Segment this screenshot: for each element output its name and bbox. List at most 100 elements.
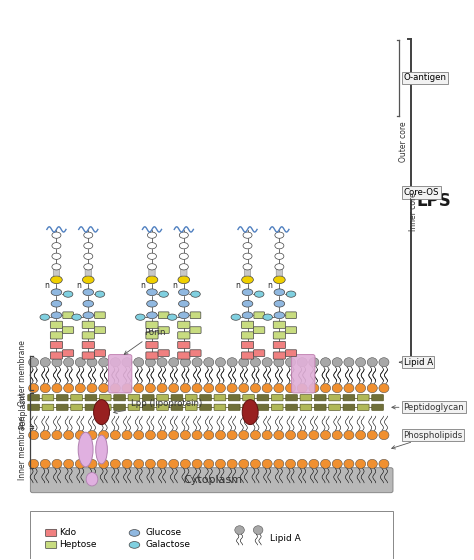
Ellipse shape [40, 314, 49, 320]
FancyBboxPatch shape [286, 404, 297, 410]
FancyBboxPatch shape [63, 312, 73, 319]
FancyBboxPatch shape [82, 342, 94, 348]
Ellipse shape [51, 300, 62, 307]
FancyBboxPatch shape [228, 404, 240, 410]
Circle shape [320, 431, 330, 440]
Ellipse shape [146, 300, 157, 307]
Circle shape [157, 459, 167, 469]
Ellipse shape [242, 300, 253, 307]
FancyBboxPatch shape [50, 332, 63, 339]
Circle shape [40, 459, 50, 469]
Text: Kdo: Kdo [59, 529, 76, 538]
Circle shape [254, 526, 263, 534]
FancyBboxPatch shape [257, 404, 269, 410]
Circle shape [262, 384, 272, 393]
Text: n: n [267, 282, 272, 291]
FancyBboxPatch shape [158, 326, 169, 333]
Circle shape [239, 459, 249, 469]
Ellipse shape [93, 400, 109, 424]
FancyBboxPatch shape [146, 352, 158, 359]
Ellipse shape [147, 264, 156, 270]
Circle shape [40, 384, 50, 393]
FancyBboxPatch shape [85, 404, 97, 410]
Ellipse shape [52, 253, 61, 259]
Circle shape [181, 384, 191, 393]
Circle shape [122, 384, 132, 393]
FancyBboxPatch shape [42, 395, 54, 401]
Ellipse shape [243, 232, 252, 239]
Circle shape [239, 358, 249, 367]
Text: Lipid A: Lipid A [270, 534, 301, 543]
FancyBboxPatch shape [94, 326, 106, 333]
FancyBboxPatch shape [178, 352, 190, 359]
Ellipse shape [179, 253, 188, 259]
FancyBboxPatch shape [56, 404, 68, 410]
Ellipse shape [129, 542, 140, 548]
Ellipse shape [72, 314, 82, 320]
FancyBboxPatch shape [273, 321, 285, 328]
FancyBboxPatch shape [28, 404, 39, 410]
Circle shape [309, 384, 319, 393]
Circle shape [169, 384, 179, 393]
Ellipse shape [179, 264, 188, 270]
Ellipse shape [82, 276, 94, 283]
FancyBboxPatch shape [286, 312, 296, 319]
Ellipse shape [147, 232, 156, 239]
FancyBboxPatch shape [214, 395, 226, 401]
Circle shape [110, 431, 120, 440]
Circle shape [320, 358, 330, 367]
FancyBboxPatch shape [85, 395, 97, 401]
Circle shape [239, 384, 249, 393]
Text: Periplasm: Periplasm [18, 391, 27, 428]
Circle shape [110, 358, 120, 367]
Text: n: n [45, 282, 49, 291]
Circle shape [181, 358, 191, 367]
Circle shape [99, 358, 109, 367]
Ellipse shape [273, 276, 285, 283]
Ellipse shape [274, 289, 285, 296]
Circle shape [344, 358, 354, 367]
Circle shape [344, 459, 354, 469]
Ellipse shape [242, 400, 258, 424]
FancyBboxPatch shape [146, 332, 158, 339]
Circle shape [227, 459, 237, 469]
FancyBboxPatch shape [95, 312, 105, 319]
Circle shape [332, 459, 342, 469]
FancyBboxPatch shape [82, 321, 94, 328]
Circle shape [134, 459, 144, 469]
Circle shape [250, 459, 261, 469]
FancyBboxPatch shape [128, 404, 140, 410]
Circle shape [99, 431, 109, 440]
FancyBboxPatch shape [372, 395, 383, 401]
Circle shape [356, 384, 365, 393]
Circle shape [285, 431, 296, 440]
Circle shape [250, 358, 261, 367]
Circle shape [309, 431, 319, 440]
Text: Outer core: Outer core [399, 122, 408, 162]
FancyBboxPatch shape [157, 404, 168, 410]
FancyBboxPatch shape [273, 342, 285, 348]
Circle shape [146, 459, 155, 469]
Ellipse shape [243, 253, 252, 259]
Ellipse shape [263, 314, 273, 320]
Ellipse shape [242, 276, 254, 283]
Text: n: n [172, 282, 177, 291]
Circle shape [64, 358, 73, 367]
FancyBboxPatch shape [100, 404, 111, 410]
Circle shape [204, 431, 214, 440]
FancyBboxPatch shape [190, 326, 201, 333]
Ellipse shape [146, 276, 158, 283]
Text: Core-OS: Core-OS [403, 188, 439, 197]
Circle shape [110, 459, 120, 469]
Circle shape [332, 431, 342, 440]
Circle shape [367, 459, 377, 469]
Text: Galactose: Galactose [145, 540, 190, 549]
FancyBboxPatch shape [254, 326, 265, 333]
Circle shape [274, 431, 284, 440]
Circle shape [367, 358, 377, 367]
FancyBboxPatch shape [254, 312, 264, 319]
Circle shape [99, 384, 109, 393]
Ellipse shape [146, 289, 157, 296]
Ellipse shape [52, 232, 61, 239]
FancyBboxPatch shape [50, 342, 63, 348]
